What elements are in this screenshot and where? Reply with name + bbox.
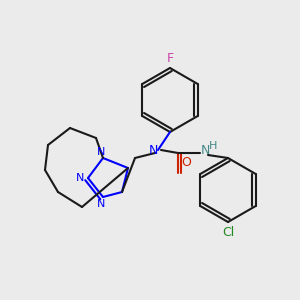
Text: N: N — [200, 143, 210, 157]
Text: F: F — [167, 52, 174, 64]
Text: N: N — [76, 173, 84, 183]
Text: Cl: Cl — [222, 226, 234, 238]
Text: N: N — [97, 199, 105, 209]
Text: H: H — [209, 141, 217, 151]
Text: O: O — [181, 157, 191, 169]
Text: N: N — [148, 145, 158, 158]
Text: N: N — [97, 147, 105, 157]
